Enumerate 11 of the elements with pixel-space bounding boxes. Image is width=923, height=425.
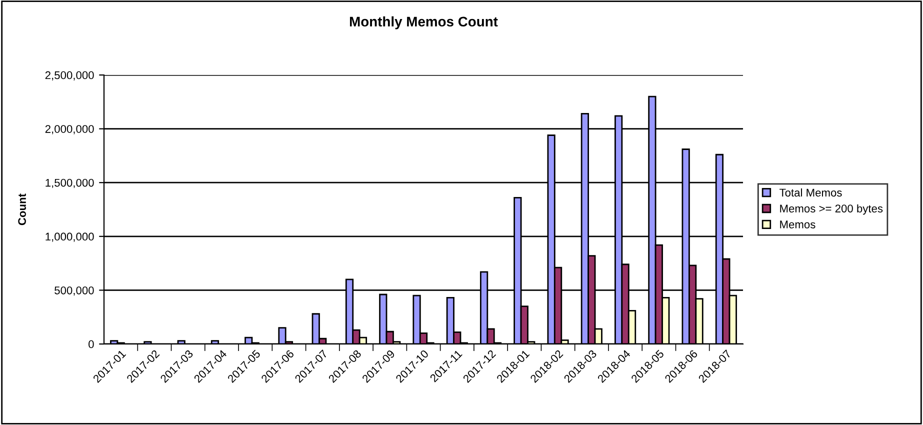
- legend-label: Memos >= 200 bytes: [780, 204, 883, 215]
- y-tick-label: 0: [88, 340, 94, 348]
- legend-label: Memos: [780, 220, 816, 228]
- legend-label: Total Memos: [780, 188, 842, 197]
- y-tick-label: 2,000,000: [45, 125, 94, 134]
- y-tick-label: 2,500,000: [45, 71, 94, 80]
- chart-title: Monthly Memos Count: [350, 16, 498, 30]
- y-tick-label: 1,500,000: [46, 178, 94, 188]
- y-tick-label: 500,000: [54, 286, 94, 296]
- y-axis-title: Count: [18, 194, 26, 226]
- y-tick-label: 1,000,000: [46, 232, 94, 242]
